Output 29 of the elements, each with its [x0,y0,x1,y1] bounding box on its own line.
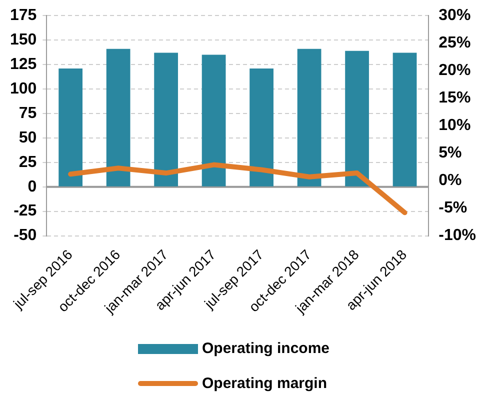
y-tick-label: 175 [10,7,37,24]
bar [106,48,130,186]
y2-tick-label: -10% [438,227,476,244]
legend-label: Operating margin [202,375,328,392]
bar [202,54,226,186]
y-tick-label: -50 [14,227,37,244]
y2-tick-label: 20% [438,62,471,80]
bar [345,50,369,186]
bar [392,52,417,186]
y2-tick-label: -5% [438,200,468,217]
y-tick-label: 75 [18,104,37,122]
y-tick-label: 0 [28,178,37,196]
legend-label: Operating income [202,340,330,357]
y2-tick-label: 15% [438,90,471,107]
bar [250,68,274,186]
y-tick-label: 100 [10,80,37,98]
bar [58,68,83,186]
bar [297,48,322,186]
y2-tick-label: 5% [438,144,462,162]
y2-tick-label: 30% [438,7,471,24]
y-tick-label: 25 [18,154,37,171]
y2-tick-label: 0% [438,172,462,190]
y2-tick-label: 10% [438,117,471,134]
y-tick-label: -25 [14,202,37,220]
bar [154,52,178,186]
y-tick-label: 125 [10,56,37,73]
y-tick-label: 150 [10,31,37,48]
y-tick-label: 50 [18,129,37,146]
y2-tick-label: 25% [438,34,471,52]
